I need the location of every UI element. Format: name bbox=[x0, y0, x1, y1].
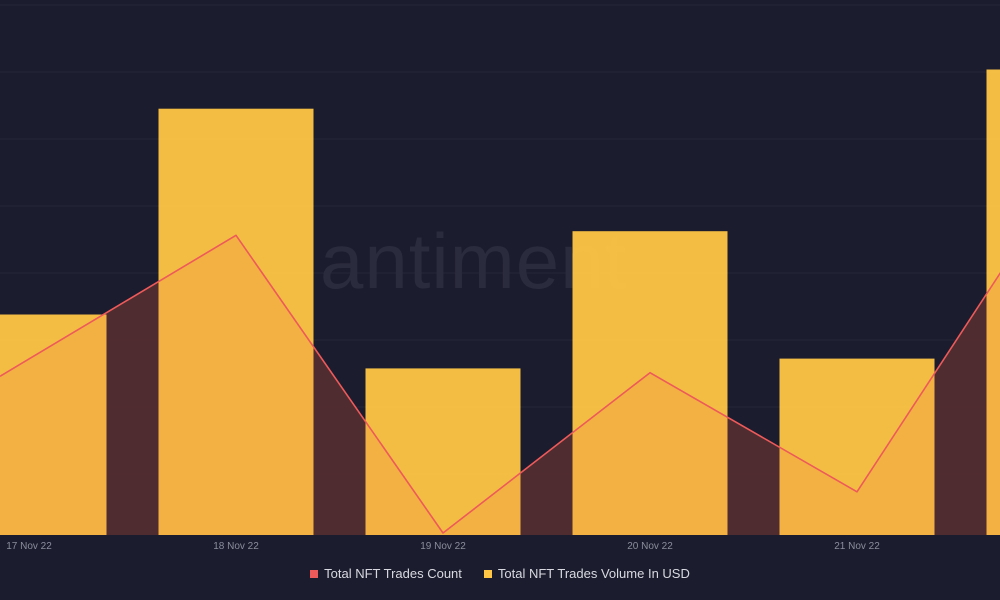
volume-bar[interactable] bbox=[986, 69, 1000, 536]
volume-bar[interactable] bbox=[365, 368, 521, 535]
x-axis-labels: 17 Nov 22 18 Nov 22 19 Nov 22 20 Nov 22 21 N… bbox=[6, 541, 880, 552]
legend-label-trades-volume: Total NFT Trades Volume In USD bbox=[497, 566, 690, 581]
legend-swatch-trades-count bbox=[310, 569, 319, 578]
volume-bar[interactable] bbox=[572, 231, 728, 535]
legend-swatch-trades-volume bbox=[483, 569, 492, 578]
x-tick-label: 20 Nov 22 bbox=[627, 541, 673, 552]
chart-legend: Total NFT Trades Count Total NFT Trades … bbox=[0, 566, 1000, 581]
volume-bar[interactable] bbox=[779, 358, 935, 535]
x-tick-label: 17 Nov 22 bbox=[6, 541, 52, 552]
legend-item-trades-volume[interactable]: Total NFT Trades Volume In USD bbox=[483, 566, 690, 581]
x-tick-label: 19 Nov 22 bbox=[420, 541, 466, 552]
legend-label-trades-count: Total NFT Trades Count bbox=[324, 566, 462, 581]
volume-bar[interactable] bbox=[158, 108, 314, 535]
nft-trades-chart: antiment 17 Nov 22 18 Nov 22 19 Nov 22 20 N… bbox=[0, 4, 1000, 552]
legend-item-trades-count[interactable]: Total NFT Trades Count bbox=[310, 566, 462, 581]
count-area-overlay bbox=[0, 235, 1000, 535]
volume-bars bbox=[0, 69, 1000, 536]
count-line-layer bbox=[0, 234, 1000, 535]
x-tick-label: 21 Nov 22 bbox=[834, 541, 880, 552]
volume-bar[interactable] bbox=[0, 314, 107, 536]
x-tick-label: 18 Nov 22 bbox=[213, 541, 259, 552]
